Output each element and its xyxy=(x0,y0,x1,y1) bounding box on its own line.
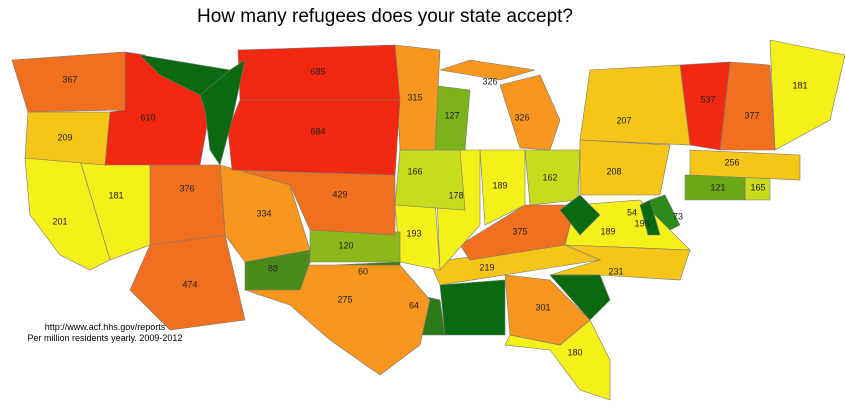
region-value: 120 xyxy=(338,240,353,250)
region-value: 73 xyxy=(673,211,683,221)
region-value: 162 xyxy=(542,172,557,182)
region-value: 189 xyxy=(600,226,615,236)
region xyxy=(149,164,226,246)
region xyxy=(439,59,536,81)
region-value: 275 xyxy=(337,294,352,304)
region-value: 178 xyxy=(448,190,463,200)
region xyxy=(439,279,506,336)
region-value: 256 xyxy=(724,157,739,167)
region xyxy=(499,74,561,151)
region-value: 610 xyxy=(140,112,155,122)
region-value: 201 xyxy=(52,216,67,226)
region-value: 367 xyxy=(62,74,77,84)
region-value: 375 xyxy=(512,226,527,236)
region-value: 195 xyxy=(634,218,649,228)
region-value: 326 xyxy=(514,112,529,122)
region xyxy=(227,99,401,176)
region xyxy=(689,149,801,181)
region-value: 166 xyxy=(407,166,422,176)
map-title: How many refugees does your state accept… xyxy=(197,6,573,27)
region-value: 685 xyxy=(310,66,325,76)
region-value: 315 xyxy=(407,92,422,102)
region xyxy=(199,59,246,166)
region-value: 189 xyxy=(492,180,507,190)
region-value: 219 xyxy=(479,262,494,272)
region-value: 181 xyxy=(108,190,123,200)
region-value: 193 xyxy=(406,228,421,238)
region-value: 207 xyxy=(616,115,631,125)
region-value: 334 xyxy=(256,208,271,218)
region-value: 377 xyxy=(744,110,759,120)
region xyxy=(11,51,126,113)
region xyxy=(394,149,466,211)
region xyxy=(579,64,691,146)
region-value: 326 xyxy=(482,76,497,86)
region-value: 180 xyxy=(567,347,582,357)
region-value: 127 xyxy=(444,110,459,120)
region-value: 165 xyxy=(750,182,765,192)
region-value: 54 xyxy=(627,207,637,217)
region-value: 301 xyxy=(535,302,550,312)
region xyxy=(244,264,431,376)
region xyxy=(479,149,526,226)
region xyxy=(579,139,671,196)
region-value: 88 xyxy=(268,263,278,273)
region-value: 537 xyxy=(700,94,715,104)
region-value: 474 xyxy=(182,279,197,289)
region-value: 209 xyxy=(57,132,72,142)
region-value: 64 xyxy=(409,300,419,310)
region-value: 684 xyxy=(310,126,325,136)
region-value: 60 xyxy=(358,266,368,276)
region-value: 376 xyxy=(179,183,194,193)
regions xyxy=(11,39,845,401)
source: http://www.acf.hhs.gov/reports xyxy=(45,322,166,332)
region xyxy=(24,111,111,166)
region xyxy=(769,39,845,151)
region xyxy=(559,194,601,236)
note: Per million residents yearly. 2009-2012 xyxy=(28,333,183,343)
region-value: 208 xyxy=(606,166,621,176)
region-value: 121 xyxy=(710,182,725,192)
region-value: 181 xyxy=(792,80,807,90)
region-value: 429 xyxy=(332,189,347,199)
region-value: 231 xyxy=(608,266,623,276)
region xyxy=(549,274,611,321)
region xyxy=(459,204,576,261)
region xyxy=(504,274,591,346)
region xyxy=(639,199,661,236)
